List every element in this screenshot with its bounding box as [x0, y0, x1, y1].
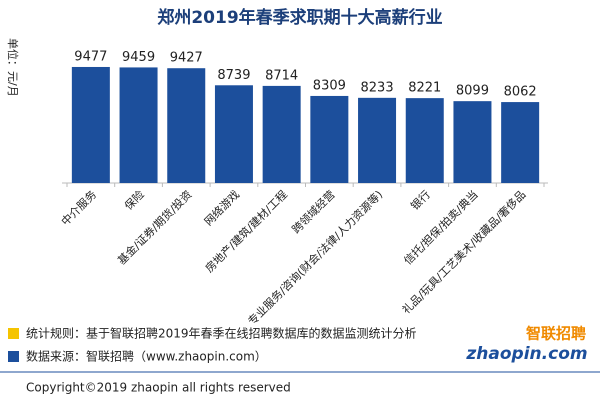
- value-label: 8714: [265, 68, 298, 83]
- value-label: 8062: [504, 85, 537, 100]
- bar: [501, 102, 540, 183]
- value-label: 8221: [408, 81, 441, 96]
- footer-rule: 统计规则：基于智联招聘2019年春季在线招聘数据库的数据监测统计分析: [26, 326, 417, 341]
- footer-copyright: Copyright©2019 zhaopin all rights reserv…: [26, 381, 291, 395]
- bar: [71, 66, 110, 183]
- x-tick-label: 网络游戏: [201, 187, 242, 228]
- legend-square: [8, 328, 19, 339]
- value-label: 9477: [74, 49, 107, 64]
- value-label: 8099: [456, 84, 489, 99]
- x-tick-label: 跨领域经营: [289, 187, 338, 236]
- bar: [310, 95, 349, 183]
- bar: [358, 97, 397, 183]
- legend-square: [8, 351, 19, 362]
- bar: [405, 98, 444, 183]
- x-tick-label: 保险: [121, 187, 146, 212]
- value-label: 8233: [361, 80, 394, 95]
- x-tick-label: 房地产/建筑/建材/工程: [202, 187, 290, 275]
- bar: [167, 68, 206, 183]
- bar: [453, 101, 492, 183]
- chart-title: 郑州2019年春季求职期十大高薪行业: [157, 7, 442, 28]
- x-tick-label: 银行: [408, 187, 433, 212]
- bar: [262, 85, 301, 183]
- value-label: 8309: [313, 78, 346, 93]
- value-label: 8739: [217, 68, 250, 83]
- value-label: 9459: [122, 50, 155, 65]
- logo-cn: 智联招聘: [526, 325, 586, 343]
- value-label: 9427: [170, 51, 203, 66]
- bar: [119, 67, 158, 183]
- logo-en: zhaopin.com: [465, 344, 587, 364]
- bar: [214, 85, 253, 183]
- x-tick-label: 中介服务: [59, 188, 99, 228]
- footer-source: 数据来源：智联招聘（www.zhaopin.com）: [26, 349, 267, 364]
- y-axis-label: 单位：元/月: [6, 38, 20, 97]
